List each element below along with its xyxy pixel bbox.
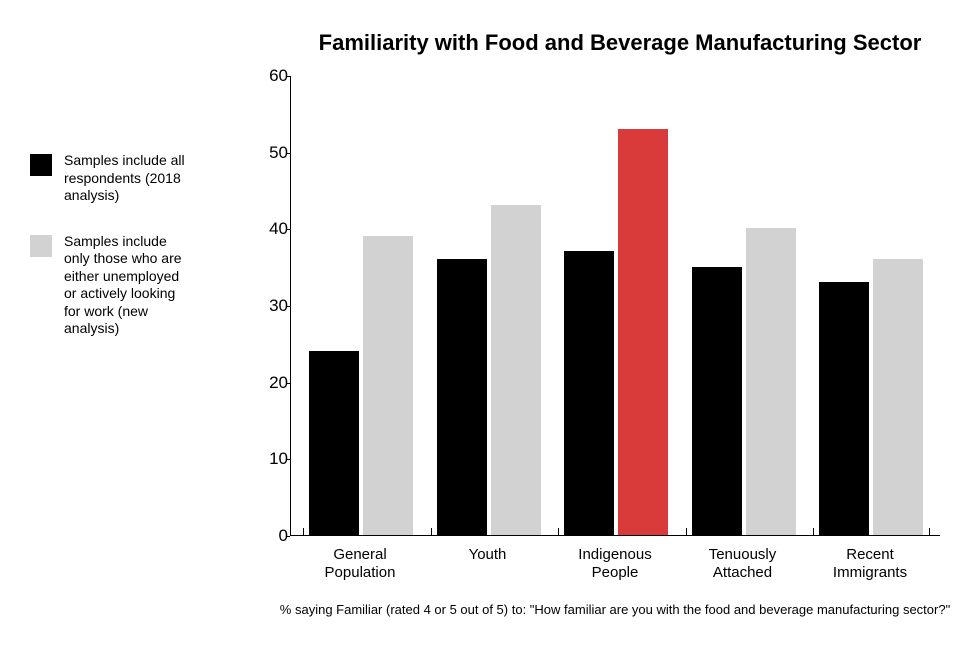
y-tick-mark bbox=[286, 459, 290, 460]
legend: Samples include all respondents (2018 an… bbox=[30, 152, 185, 366]
bar bbox=[692, 267, 742, 535]
bar bbox=[491, 205, 541, 535]
x-axis-label: GeneralPopulation bbox=[300, 546, 420, 582]
y-tick-mark bbox=[286, 383, 290, 384]
x-axis-label: Youth bbox=[428, 546, 548, 564]
x-tick-mark bbox=[929, 528, 930, 536]
x-tick-mark bbox=[303, 528, 304, 536]
x-tick-mark bbox=[686, 528, 687, 536]
chart-title: Familiarity with Food and Beverage Manuf… bbox=[280, 30, 960, 56]
y-tick-label: 0 bbox=[248, 526, 288, 546]
bar bbox=[746, 228, 796, 535]
y-tick-label: 20 bbox=[248, 373, 288, 393]
bar bbox=[437, 259, 487, 535]
legend-label: Samples include all respondents (2018 an… bbox=[64, 152, 185, 205]
legend-item: Samples include all respondents (2018 an… bbox=[30, 152, 185, 205]
legend-label: Samples include only those who are eithe… bbox=[64, 233, 185, 338]
chart-caption: % saying Familiar (rated 4 or 5 out of 5… bbox=[260, 602, 970, 617]
bar bbox=[819, 282, 869, 535]
y-tick-mark bbox=[286, 153, 290, 154]
y-tick-label: 30 bbox=[248, 296, 288, 316]
x-tick-mark bbox=[558, 528, 559, 536]
y-tick-label: 10 bbox=[248, 449, 288, 469]
y-tick-mark bbox=[286, 306, 290, 307]
x-axis-label: TenuouslyAttached bbox=[683, 546, 803, 582]
bar bbox=[618, 129, 668, 535]
bar bbox=[363, 236, 413, 535]
bar bbox=[309, 351, 359, 535]
chart: GeneralPopulation Youth IndigenousPeopleTe… bbox=[250, 76, 950, 596]
bar bbox=[564, 251, 614, 535]
page-root: Familiarity with Food and Beverage Manuf… bbox=[0, 0, 976, 672]
bar bbox=[873, 259, 923, 535]
y-tick-label: 50 bbox=[248, 143, 288, 163]
y-tick-label: 40 bbox=[248, 219, 288, 239]
y-tick-mark bbox=[286, 229, 290, 230]
x-tick-mark bbox=[813, 528, 814, 536]
x-tick-mark bbox=[431, 528, 432, 536]
x-axis-label: IndigenousPeople bbox=[555, 546, 675, 582]
legend-item: Samples include only those who are eithe… bbox=[30, 233, 185, 338]
x-axis-label: RecentImmigrants bbox=[810, 546, 930, 582]
y-tick-mark bbox=[286, 536, 290, 537]
y-tick-mark bbox=[286, 76, 290, 77]
legend-swatch bbox=[30, 154, 52, 176]
y-tick-label: 60 bbox=[248, 66, 288, 86]
legend-swatch bbox=[30, 235, 52, 257]
plot-area bbox=[290, 76, 940, 536]
